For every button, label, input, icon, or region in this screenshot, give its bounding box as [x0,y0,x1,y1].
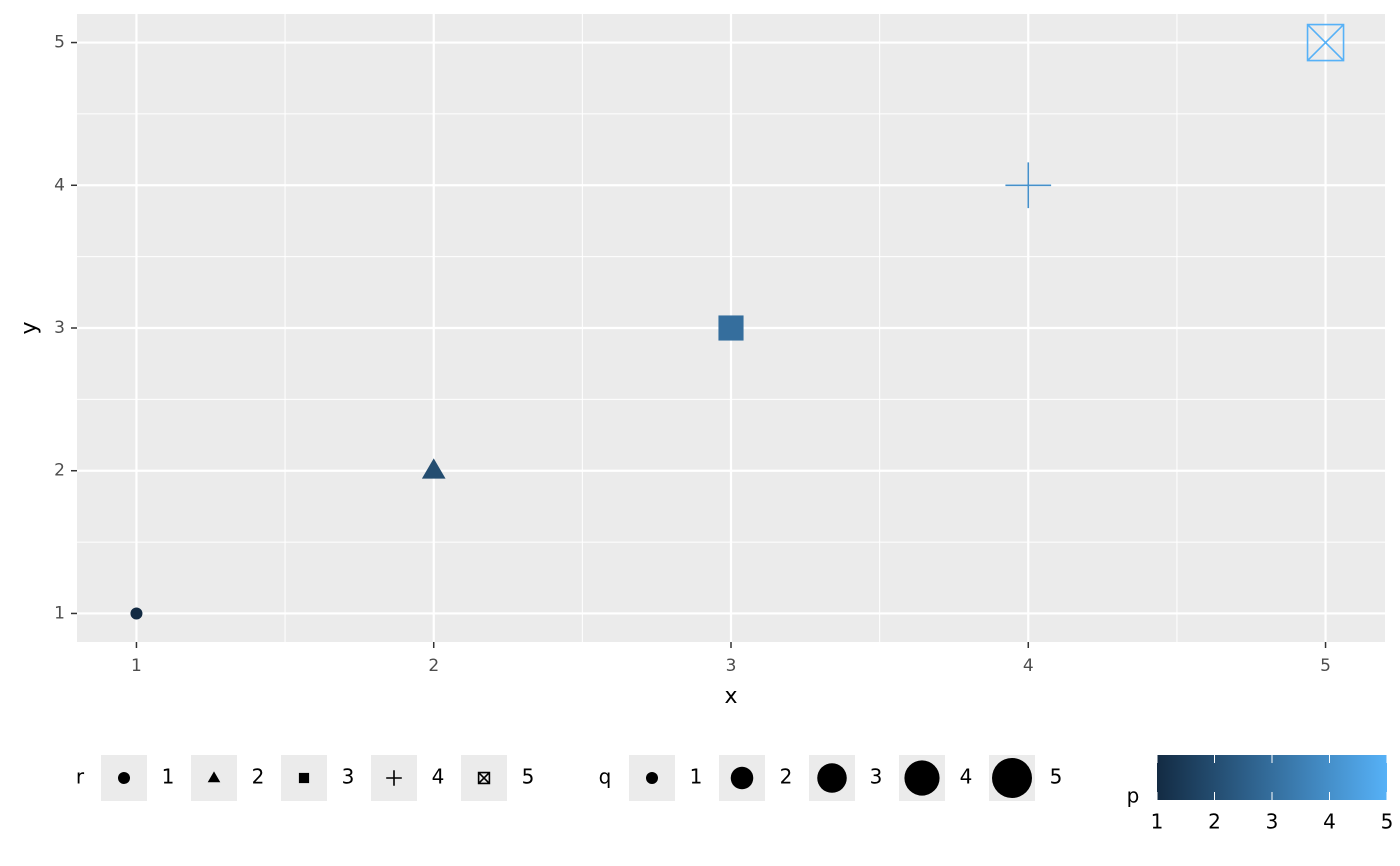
legend-label: 5 [522,765,535,789]
y-tick-label: 1 [54,603,65,623]
legend-label: 5 [1050,765,1063,789]
legend-symbol [118,772,130,784]
shape [477,771,491,785]
shape [1005,162,1052,209]
shape [1306,23,1345,62]
y-tick-label: 2 [54,461,65,481]
shape [718,315,744,341]
legend-label: 1 [690,765,703,789]
y-axis-title: y [17,321,42,334]
shape [118,772,130,784]
legend-symbol [646,772,658,784]
colorbar-label: 2 [1208,810,1221,834]
shape [130,607,143,620]
shape [298,772,310,784]
x-tick-label: 3 [726,656,737,676]
legend-label: 2 [252,765,265,789]
legend-symbol [386,770,402,786]
legend-label: 4 [960,765,973,789]
y-tick-label: 5 [54,33,65,53]
legend-label: 1 [162,765,175,789]
y-tick-label: 3 [54,318,65,338]
legend-symbol [207,771,221,783]
legend-symbol [817,763,847,793]
legend-label: 4 [432,765,445,789]
legend-symbol [477,771,491,785]
point [1005,162,1052,209]
colorbar-label: 1 [1151,810,1164,834]
legend-label: 3 [870,765,883,789]
legend-label: 3 [342,765,355,789]
legend-symbol [992,758,1032,798]
point [130,607,143,620]
point [421,458,446,479]
legend-label: 2 [780,765,793,789]
point [1306,23,1345,62]
y-tick-label: 4 [54,175,65,195]
shape [421,458,446,479]
point [718,315,744,341]
x-axis-title: x [724,684,737,709]
legend-symbol [298,772,310,784]
legend-title: p [1127,784,1140,808]
x-tick-label: 2 [428,656,439,676]
legend-title: q [599,765,612,789]
shape [207,771,221,783]
colorbar-label: 5 [1381,810,1394,834]
shape [386,770,402,786]
colorbar-label: 4 [1323,810,1336,834]
x-tick-label: 1 [131,656,142,676]
colorbar-label: 3 [1266,810,1279,834]
legend-symbol [730,766,754,790]
x-tick-label: 4 [1023,656,1034,676]
legend-symbol [904,760,940,796]
x-tick-label: 5 [1320,656,1331,676]
legend-title: r [76,765,85,789]
